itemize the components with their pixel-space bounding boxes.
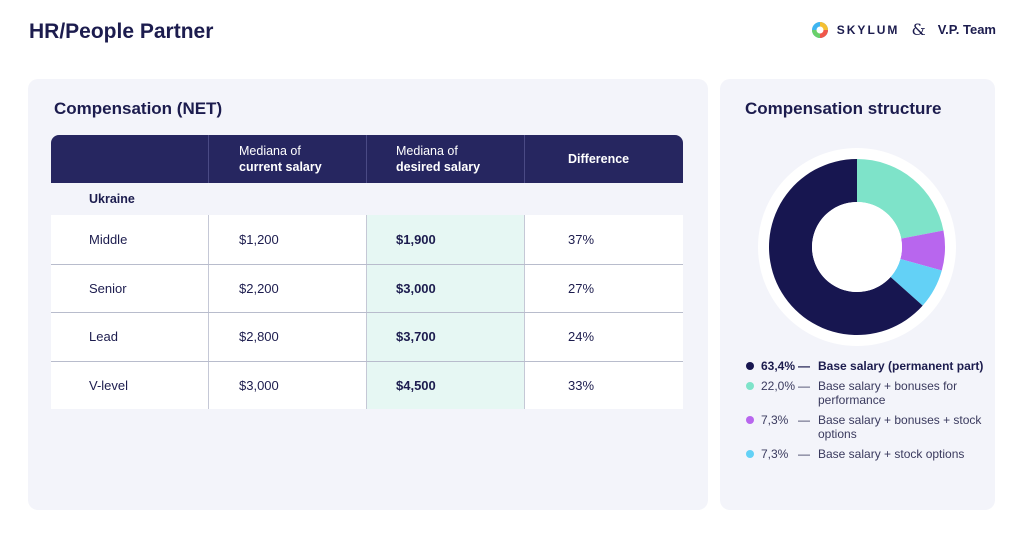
donut-chart-svg [758, 148, 956, 346]
header-desired-line1: Mediana of [396, 144, 458, 158]
compensation-net-title: Compensation (NET) [54, 99, 223, 118]
compensation-table: Mediana of current salary Mediana of des… [51, 135, 683, 409]
skylum-wordmark: SKYLUM [836, 22, 900, 37]
pie-slice [857, 159, 944, 239]
cell-current: $2,800 [209, 313, 367, 361]
cell-difference: 27% [568, 280, 595, 296]
table-header: Mediana of current salary Mediana of des… [51, 135, 683, 183]
page-title: HR/People Partner [29, 20, 214, 43]
header-difference: Difference [525, 135, 683, 183]
header-current-line2: current salary [239, 160, 322, 174]
cell-level: Senior [51, 264, 209, 312]
cell-level: Lead [51, 313, 209, 361]
table-row: Middle $1,200 $1,900 37% [51, 215, 683, 264]
legend-label: Base salary (permanent part) [818, 359, 984, 373]
header-current-salary: Mediana of current salary [209, 135, 367, 183]
legend-item: 22,0% — Base salary + bonuses for performa… [746, 379, 986, 407]
legend-label: Base salary + bonuses for performance [818, 379, 958, 407]
legend-item: 63,4% — Base salary (permanent part) [746, 359, 986, 373]
legend-dot-icon [746, 416, 754, 424]
legend-dot-icon [746, 362, 754, 370]
legend-dash: — [798, 359, 810, 373]
compensation-net-card: Compensation (NET) Mediana of current sa… [28, 79, 708, 510]
cell-difference: 24% [568, 329, 595, 345]
legend-dash: — [798, 447, 810, 461]
cell-current: $3,000 [209, 361, 367, 409]
donut-chart [757, 147, 957, 347]
cell-current: $2,200 [209, 264, 367, 312]
legend-item: 7,3% — Base salary + bonuses + stock optio… [746, 413, 986, 441]
cell-desired: $3,000 [367, 264, 525, 312]
brand-logos: SKYLUM & V.P. Team [811, 20, 996, 39]
pie-slice [900, 230, 945, 271]
header-desired-salary: Mediana of desired salary [367, 135, 525, 183]
cell-desired: $3,700 [367, 313, 525, 361]
compensation-structure-card: Compensation structure 63,4% — Base salary… [720, 79, 995, 510]
legend-value: 22,0% [761, 379, 796, 393]
vp-team-wordmark: V.P. Team [937, 22, 996, 37]
legend-label: Base salary + stock options [818, 447, 965, 461]
legend-dot-icon [746, 382, 754, 390]
legend-dot-icon [746, 450, 754, 458]
table-row: V-level $3,000 $4,500 33% [51, 360, 683, 409]
chart-legend: 63,4% — Base salary (permanent part) 22,0% —… [746, 359, 986, 467]
compensation-structure-title: Compensation structure [745, 99, 942, 118]
pie-slice [890, 259, 942, 306]
header-difference-label: Difference [568, 152, 630, 166]
legend-value: 63,4% [761, 359, 796, 373]
donut-hole [812, 202, 902, 292]
cell-desired: $4,500 [367, 361, 525, 409]
pie-slice [769, 159, 923, 336]
cell-difference: 33% [568, 377, 595, 393]
cell-level: Middle [51, 215, 209, 264]
legend-value: 7,3% [761, 413, 789, 427]
skylum-logo-icon [811, 21, 828, 38]
cell-difference: 37% [568, 231, 595, 247]
header-current-line1: Mediana of [239, 144, 301, 158]
table-row: Lead $2,800 $3,700 24% [51, 312, 683, 361]
cell-desired: $1,900 [367, 215, 525, 264]
cell-current: $1,200 [209, 215, 367, 264]
legend-dash: — [798, 379, 810, 393]
header-desired-line2: desired salary [396, 160, 481, 174]
group-row-ukraine: Ukraine [51, 183, 683, 215]
legend-item: 7,3% — Base salary + stock options [746, 447, 986, 461]
cell-level: V-level [51, 361, 209, 409]
legend-label: Base salary + bonuses + stock options [818, 413, 982, 441]
legend-value: 7,3% [761, 447, 789, 461]
table-row: Senior $2,200 $3,000 27% [51, 263, 683, 312]
legend-dash: — [798, 413, 810, 427]
ampersand: & [911, 20, 926, 39]
header-level [51, 135, 209, 183]
